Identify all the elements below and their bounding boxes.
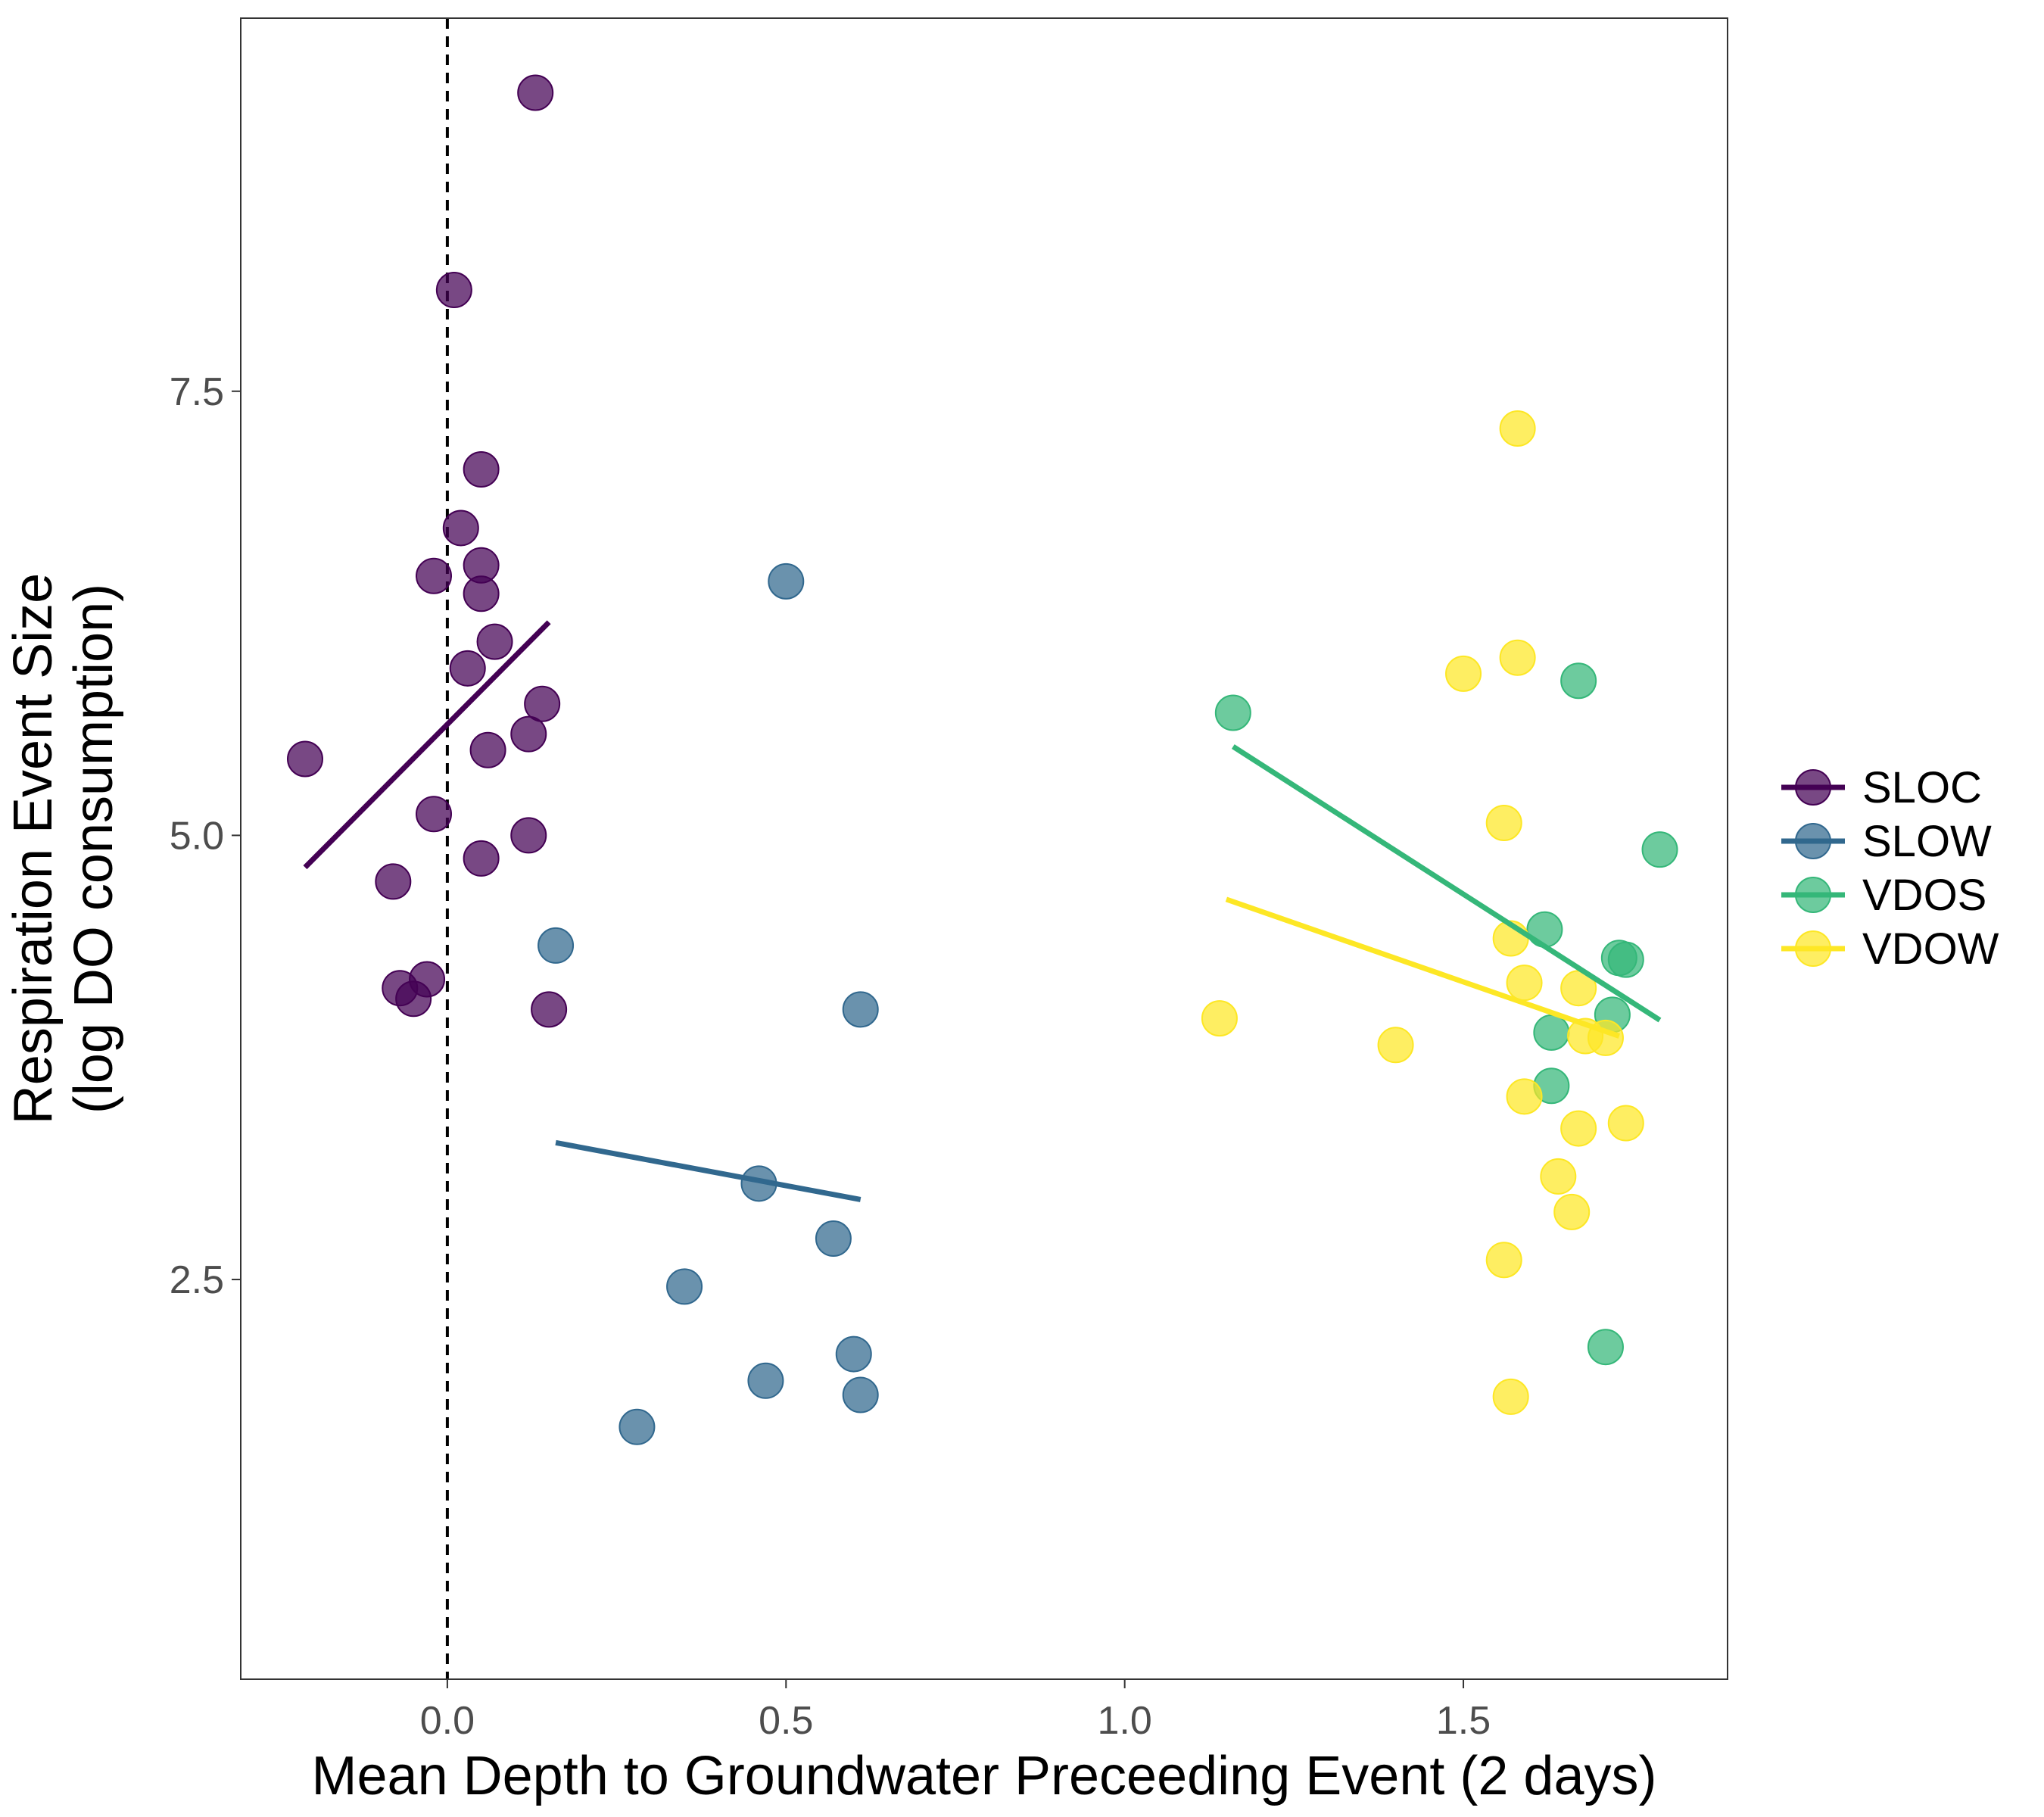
data-point-vdos	[1641, 831, 1678, 868]
data-point-vdos	[1587, 1329, 1624, 1366]
data-point-vdow	[1553, 1193, 1591, 1230]
legend-label: SLOC	[1862, 763, 1982, 812]
data-point-vdos	[1533, 1014, 1570, 1051]
data-point-vdow	[1560, 1110, 1597, 1147]
data-point-sloc	[435, 272, 472, 309]
series-slow-points	[537, 563, 879, 1445]
data-point-vdos	[1526, 911, 1563, 948]
legend-item-slow: SLOW	[1781, 817, 1992, 866]
legend-key-point	[1795, 769, 1831, 806]
data-point-vdow	[1492, 1378, 1529, 1415]
legend-label: SLOW	[1862, 817, 1992, 866]
data-point-vdow	[1506, 1078, 1543, 1115]
data-point-sloc	[517, 74, 554, 111]
data-point-sloc	[416, 796, 453, 833]
data-point-vdos	[1560, 662, 1597, 700]
data-point-vdow	[1377, 1027, 1414, 1064]
data-point-sloc	[395, 980, 432, 1018]
data-point-slow	[618, 1408, 656, 1445]
data-point-vdow	[1607, 1105, 1644, 1142]
legend-key-point	[1795, 930, 1831, 967]
y-axis-title: Respiration Event Size (log DO consumptio…	[3, 573, 124, 1124]
data-point-sloc	[287, 740, 324, 778]
data-point-slow	[835, 1335, 872, 1373]
data-point-sloc	[469, 731, 506, 768]
trend-line-vdos	[1231, 744, 1662, 1023]
data-point-slow	[842, 991, 879, 1028]
data-point-vdow	[1485, 804, 1522, 841]
y-tick-label: 5.0	[170, 814, 224, 858]
data-point-sloc	[524, 685, 561, 722]
data-point-slow	[815, 1220, 852, 1258]
x-tick-label: 0.5	[759, 1699, 813, 1743]
legend-item-vdow: VDOW	[1781, 924, 1999, 974]
legend-item-vdos: VDOS	[1781, 871, 1986, 920]
data-point-vdow	[1499, 639, 1536, 676]
data-point-sloc	[531, 991, 568, 1028]
x-tick-label: 1.5	[1436, 1699, 1491, 1743]
data-point-sloc	[463, 451, 500, 488]
data-point-slow	[537, 927, 575, 964]
data-point-sloc	[463, 575, 500, 612]
data-point-sloc	[476, 623, 513, 660]
legend-item-sloc: SLOC	[1781, 763, 1982, 812]
y-axis-title-line: Respiration Event Size	[3, 573, 64, 1124]
series-sloc-points	[287, 74, 568, 1028]
data-point-vdos	[1214, 694, 1251, 731]
trend-lines-layer	[303, 620, 1662, 1202]
x-tick-label: 1.0	[1098, 1699, 1152, 1743]
y-tick-label: 7.5	[170, 370, 224, 414]
data-point-sloc	[510, 715, 547, 753]
data-point-sloc	[442, 510, 479, 547]
legend-key-point	[1795, 823, 1831, 859]
data-point-vdow	[1201, 1000, 1238, 1037]
data-point-sloc	[375, 863, 412, 900]
data-point-vdos	[1600, 940, 1637, 977]
legend-label: VDOS	[1862, 871, 1986, 920]
trend-line-sloc	[303, 620, 551, 870]
data-point-sloc	[449, 650, 486, 687]
data-point-sloc	[463, 840, 500, 877]
data-point-slow	[842, 1376, 879, 1413]
data-point-slow	[666, 1268, 703, 1305]
data-point-sloc	[510, 817, 547, 854]
y-tick-label: 2.5	[170, 1258, 224, 1302]
data-point-sloc	[416, 557, 453, 594]
data-point-slow	[747, 1362, 784, 1399]
x-axis-title: Mean Depth to Groundwater Preceeding Eve…	[312, 1746, 1657, 1806]
legend-key-point	[1795, 877, 1831, 913]
plot-panel-border	[240, 17, 1728, 1680]
data-point-vdow	[1485, 1242, 1522, 1279]
data-point-vdow	[1445, 655, 1482, 692]
data-point-vdow	[1506, 965, 1543, 1002]
data-point-slow	[768, 563, 805, 600]
x-tick-label: 0.0	[420, 1699, 475, 1743]
data-point-vdow	[1499, 410, 1536, 447]
y-axis-title-line: (log DO consumption)	[64, 584, 124, 1114]
data-point-vdow	[1540, 1158, 1577, 1195]
axes-layer: 0.0 0.5 1.0 1.5 2.5 5.0 7.5	[170, 370, 1491, 1743]
trend-line-vdow	[1225, 896, 1620, 1039]
legend-label: VDOW	[1862, 924, 1999, 974]
trend-line-slow	[555, 1139, 862, 1202]
